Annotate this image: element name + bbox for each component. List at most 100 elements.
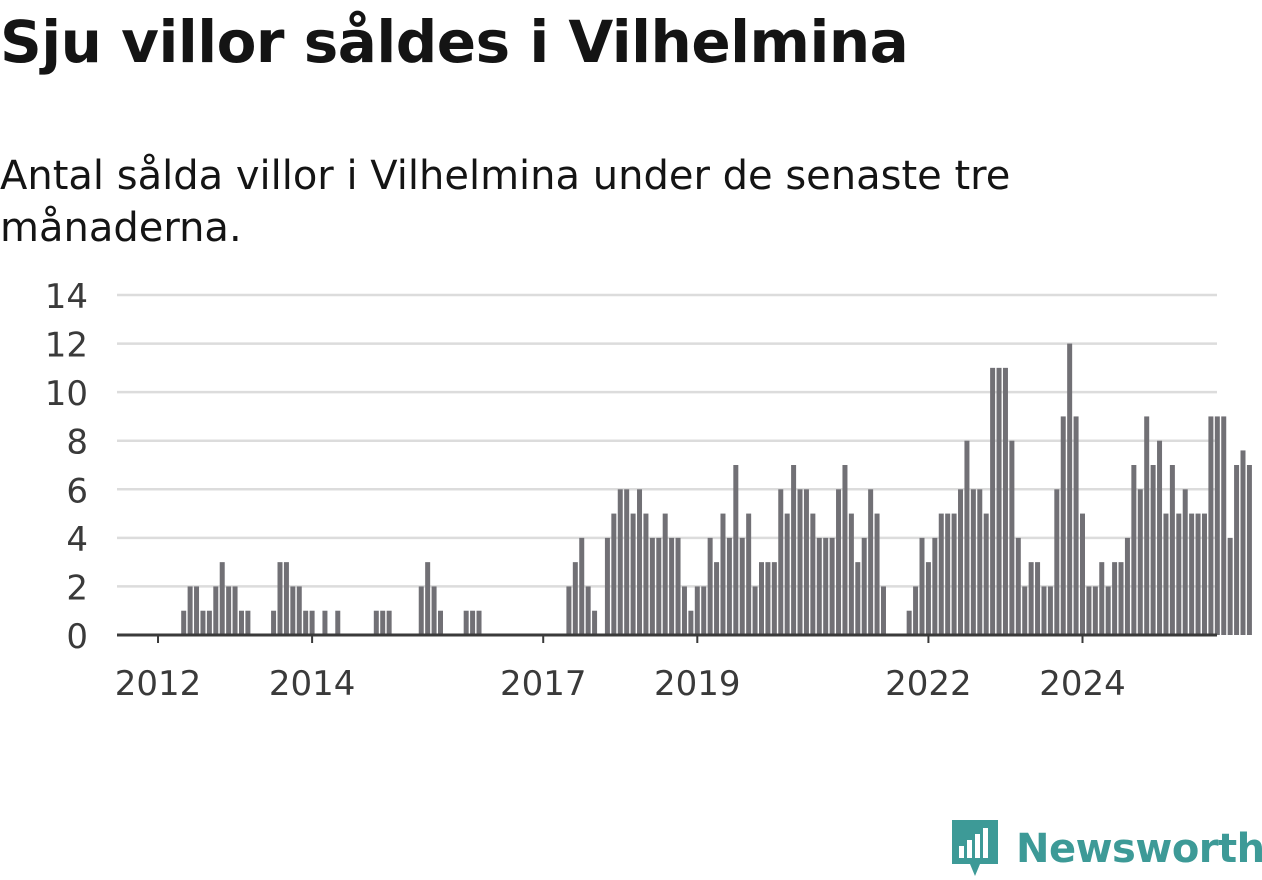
bar xyxy=(271,610,277,635)
chart-title: Sju villor såldes i Vilhelmina xyxy=(0,8,909,76)
bar xyxy=(694,586,700,635)
bar xyxy=(861,537,867,635)
bar xyxy=(951,513,957,635)
bar xyxy=(823,537,829,635)
bar xyxy=(1137,489,1143,635)
bar xyxy=(829,537,835,635)
x-tick-label: 2017 xyxy=(500,664,587,704)
bar xyxy=(714,562,720,635)
bar xyxy=(707,537,713,635)
bar xyxy=(1009,440,1015,635)
brand-name: Newsworthy xyxy=(1016,826,1262,872)
bar xyxy=(187,586,193,635)
x-axis: 2012 2014 2017 2019 2022 2024 xyxy=(115,633,1217,704)
bar xyxy=(604,537,610,635)
bar xyxy=(1240,450,1246,635)
bar xyxy=(1118,562,1124,635)
bar xyxy=(438,610,443,635)
bar xyxy=(1002,367,1008,635)
bar xyxy=(380,610,386,635)
bar xyxy=(1150,465,1156,635)
bar xyxy=(1080,513,1085,635)
x-tick-label: 2014 xyxy=(269,664,356,704)
bar xyxy=(1214,416,1220,635)
bar xyxy=(611,513,617,635)
bar xyxy=(1073,416,1079,635)
bar xyxy=(784,513,790,635)
bar xyxy=(1169,465,1175,635)
bar xyxy=(1201,513,1207,635)
bar xyxy=(945,513,951,635)
bar xyxy=(996,367,1002,635)
bar xyxy=(733,465,739,635)
bar xyxy=(739,537,745,635)
y-tick-label: 10 xyxy=(45,374,88,414)
bar xyxy=(752,586,758,635)
bar xyxy=(181,610,187,635)
bar xyxy=(470,610,476,635)
y-axis: 0 2 4 6 8 10 12 14 xyxy=(45,277,88,657)
bar xyxy=(771,562,777,635)
bar xyxy=(1047,586,1053,635)
bar xyxy=(649,537,655,635)
bar xyxy=(579,537,585,635)
bar xyxy=(1035,562,1041,635)
bar xyxy=(1060,416,1066,635)
bar xyxy=(810,513,816,635)
bar xyxy=(726,537,732,635)
bar xyxy=(386,610,392,635)
bar xyxy=(842,465,848,635)
bar xyxy=(277,562,283,635)
bar xyxy=(983,513,989,635)
bar xyxy=(476,610,482,635)
bar xyxy=(1131,465,1137,635)
bar xyxy=(1015,537,1021,635)
bar xyxy=(373,610,379,635)
bar xyxy=(1182,489,1188,635)
bars xyxy=(181,343,1252,635)
y-tick-label: 2 xyxy=(66,568,88,608)
bar xyxy=(572,562,578,635)
bar xyxy=(803,489,809,635)
bar xyxy=(964,440,970,635)
bar xyxy=(630,513,636,635)
bar xyxy=(194,586,200,635)
bar xyxy=(1028,562,1034,635)
x-tick-label: 2019 xyxy=(654,664,741,704)
bar xyxy=(990,367,996,635)
bar xyxy=(977,489,983,635)
bar xyxy=(290,586,296,635)
bar xyxy=(720,513,726,635)
bar xyxy=(245,610,251,635)
bar xyxy=(1227,537,1233,635)
y-tick-label: 6 xyxy=(66,471,88,511)
bar xyxy=(431,586,437,635)
x-tick-label: 2024 xyxy=(1039,664,1126,704)
x-tick-label: 2012 xyxy=(115,664,202,704)
bar xyxy=(1112,562,1118,635)
bar xyxy=(701,586,707,635)
bar xyxy=(848,513,854,635)
bar xyxy=(932,537,938,635)
y-tick-label: 14 xyxy=(45,277,88,317)
bar xyxy=(1144,416,1150,635)
bar xyxy=(425,562,431,635)
bar xyxy=(213,586,219,635)
bar xyxy=(675,537,681,635)
bar xyxy=(1099,562,1105,635)
bar xyxy=(1195,513,1201,635)
bar xyxy=(200,610,206,635)
bar xyxy=(797,489,803,635)
bar xyxy=(1041,586,1047,635)
newsworthy-icon xyxy=(952,820,998,876)
bar xyxy=(463,610,469,635)
bar xyxy=(418,586,424,635)
bar xyxy=(1234,465,1240,635)
bar xyxy=(1246,465,1252,635)
gridlines xyxy=(117,293,1217,588)
y-tick-label: 4 xyxy=(66,520,88,560)
bar xyxy=(309,610,315,635)
bar xyxy=(1176,513,1182,635)
bar xyxy=(746,513,752,635)
bar xyxy=(624,489,630,635)
